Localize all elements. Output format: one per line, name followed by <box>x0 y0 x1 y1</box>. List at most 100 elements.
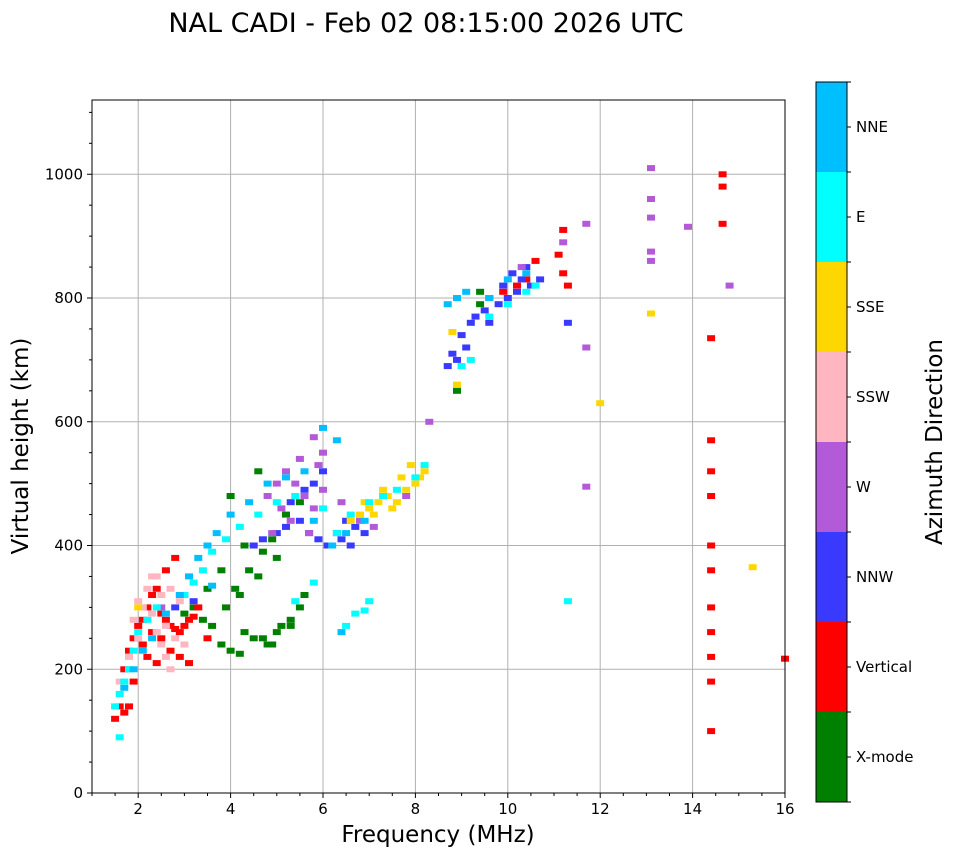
colorbar-label: Azimuth Direction <box>922 339 948 545</box>
colorbar-tick-label: E <box>856 208 865 226</box>
data-point-w <box>425 418 434 425</box>
data-point-vertical <box>559 226 568 233</box>
data-point-nnw <box>563 319 572 326</box>
data-point-nnw <box>517 276 526 283</box>
data-point-vertical <box>707 437 716 444</box>
data-point-vertical <box>194 604 203 611</box>
colorbar: X-mode Vertical NNW W SSW SSE E NNE <box>815 81 913 803</box>
data-point-nne <box>161 610 170 617</box>
data-point-e <box>291 598 300 605</box>
data-point-nne <box>245 499 254 506</box>
x-tick-label: 12 <box>591 800 610 818</box>
data-point-vertical <box>161 567 170 574</box>
data-point-nnw <box>351 523 360 530</box>
data-point-nnw <box>282 523 290 530</box>
colorbar-segment <box>816 712 847 802</box>
data-point-xmode <box>295 499 304 506</box>
data-point-w <box>582 344 591 351</box>
data-point-xmode <box>226 493 235 499</box>
data-point-ssw <box>134 635 143 642</box>
data-point-xmode <box>235 650 244 657</box>
data-point-e <box>198 567 207 574</box>
data-point-sse <box>748 564 757 571</box>
data-point-e <box>309 579 318 586</box>
data-point-nne <box>194 554 203 561</box>
data-point-sse <box>416 474 424 481</box>
data-points <box>111 165 789 741</box>
data-point-sse <box>406 462 415 469</box>
colorbar-segment <box>816 442 847 532</box>
data-point-ssw <box>157 592 166 598</box>
data-point-nne <box>138 647 147 654</box>
data-point-vertical <box>134 622 143 629</box>
data-point-ssw <box>148 610 157 617</box>
data-point-w <box>157 604 166 611</box>
data-point-nne <box>300 468 309 475</box>
data-point-vertical <box>185 616 193 623</box>
data-point-ssw <box>161 622 170 629</box>
data-point-xmode <box>198 616 207 623</box>
data-point-nnw <box>526 282 535 289</box>
data-point-nne <box>342 530 351 537</box>
data-point-vertical <box>148 629 157 636</box>
data-point-e <box>420 462 429 469</box>
data-point-ssw <box>143 585 152 592</box>
data-point-xmode <box>258 548 267 555</box>
data-point-xmode <box>300 592 309 598</box>
data-point-vertical <box>171 626 180 632</box>
data-point-nnw <box>342 517 351 524</box>
data-point-e <box>466 356 475 363</box>
data-point-nne <box>443 301 452 308</box>
data-point-vertical <box>707 728 716 735</box>
data-point-nnw <box>503 295 512 301</box>
data-point-w <box>725 282 734 289</box>
data-point-nne <box>309 517 318 524</box>
data-point-vertical <box>129 635 138 642</box>
data-point-nnw <box>513 288 521 295</box>
data-point-vertical <box>563 282 572 289</box>
data-point-sse <box>448 329 457 335</box>
data-point-w <box>277 505 286 512</box>
data-point-nne <box>337 629 346 636</box>
data-point-xmode <box>226 647 235 654</box>
data-point-w <box>314 462 323 469</box>
data-point-xmode <box>453 387 461 394</box>
colorbar-segment <box>816 262 847 352</box>
data-point-w <box>647 165 655 172</box>
data-point-w <box>559 239 568 246</box>
data-point-vertical <box>143 653 152 660</box>
data-point-vertical <box>499 288 508 295</box>
data-point-vertical <box>531 257 540 264</box>
data-point-xmode <box>476 301 485 308</box>
data-point-nne <box>148 635 157 642</box>
y-tick-label: 200 <box>54 660 83 678</box>
data-point-w <box>309 434 318 441</box>
data-point-sse <box>411 480 420 487</box>
data-point-nne <box>120 684 129 691</box>
colorbar-segment <box>816 172 847 262</box>
data-point-xmode <box>217 567 226 574</box>
data-point-w <box>517 264 526 271</box>
data-point-ssw <box>152 573 161 580</box>
data-point-vertical <box>707 653 716 660</box>
data-point-e <box>522 288 531 295</box>
data-point-vertical <box>718 171 727 178</box>
data-point-vertical <box>166 622 175 629</box>
data-point-vertical <box>111 715 120 722</box>
data-point-vertical <box>707 468 716 475</box>
data-point-nnw <box>522 264 531 271</box>
data-point-xmode <box>203 585 212 592</box>
data-point-nnw <box>300 486 309 493</box>
data-point-sse <box>374 499 383 506</box>
data-point-sse <box>369 511 378 518</box>
data-point-ssw <box>125 653 133 660</box>
data-point-vertical <box>129 678 138 685</box>
data-point-nnw <box>323 542 332 549</box>
data-point-xmode <box>286 616 295 623</box>
data-point-ssw <box>152 629 161 636</box>
data-point-e <box>125 666 133 673</box>
data-point-xmode <box>263 641 272 648</box>
data-point-sse <box>388 505 397 512</box>
data-point-vertical <box>152 660 161 667</box>
y-tick-label: 400 <box>54 537 83 555</box>
